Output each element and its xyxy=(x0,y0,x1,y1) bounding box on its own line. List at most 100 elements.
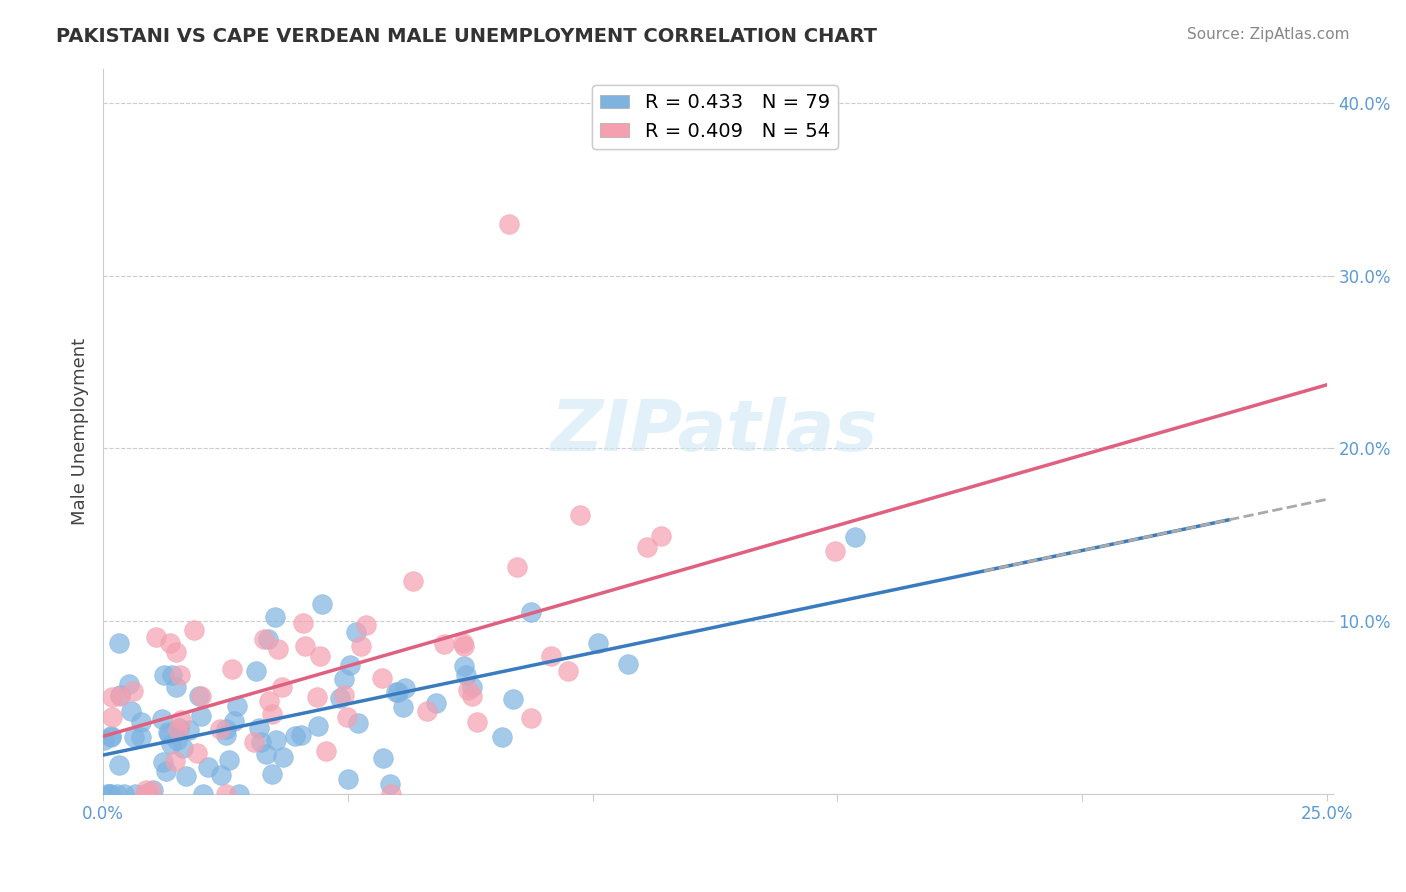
Pakistanis xyxy=(120,704,142,718)
Cape Verdeans xyxy=(354,617,377,632)
Pakistanis xyxy=(153,668,176,682)
Cape Verdeans xyxy=(165,754,187,768)
Cape Verdeans xyxy=(333,688,356,702)
Pakistanis xyxy=(218,753,240,767)
Cape Verdeans xyxy=(636,540,658,554)
Pakistanis xyxy=(260,766,283,780)
Pakistanis xyxy=(129,714,152,729)
Cape Verdeans xyxy=(453,639,475,653)
Cape Verdeans xyxy=(190,690,212,704)
Pakistanis xyxy=(142,782,165,797)
Pakistanis xyxy=(307,718,329,732)
Pakistanis xyxy=(378,777,401,791)
Pakistanis xyxy=(502,691,524,706)
Cape Verdeans xyxy=(650,529,672,543)
Pakistanis xyxy=(586,636,609,650)
Cape Verdeans xyxy=(183,624,205,638)
Cape Verdeans xyxy=(170,713,193,727)
Pakistanis xyxy=(174,769,197,783)
Pakistanis xyxy=(346,716,368,731)
Text: ZIPatlas: ZIPatlas xyxy=(551,397,879,466)
Cape Verdeans xyxy=(165,645,187,659)
Cape Verdeans xyxy=(186,747,208,761)
Pakistanis xyxy=(100,729,122,743)
Cape Verdeans xyxy=(134,787,156,801)
Cape Verdeans xyxy=(141,784,163,798)
Pakistanis xyxy=(177,723,200,737)
Pakistanis xyxy=(226,698,249,713)
Cape Verdeans xyxy=(315,744,337,758)
Cape Verdeans xyxy=(122,683,145,698)
Pakistanis xyxy=(96,787,118,801)
Pakistanis xyxy=(188,689,211,703)
Pakistanis xyxy=(135,787,157,801)
Pakistanis xyxy=(844,530,866,544)
Cape Verdeans xyxy=(169,668,191,682)
Pakistanis xyxy=(257,632,280,646)
Cape Verdeans xyxy=(336,710,359,724)
Pakistanis xyxy=(157,727,180,741)
Cape Verdeans xyxy=(520,711,543,725)
Pakistanis xyxy=(167,721,190,735)
Pakistanis xyxy=(387,685,409,699)
Pakistanis xyxy=(93,733,115,747)
Pakistanis xyxy=(172,741,194,756)
Cape Verdeans xyxy=(252,632,274,647)
Cape Verdeans xyxy=(380,787,402,801)
Cape Verdeans xyxy=(101,690,124,705)
Pakistanis xyxy=(385,685,408,699)
Pakistanis xyxy=(159,737,181,751)
Pakistanis xyxy=(124,787,146,801)
Cape Verdeans xyxy=(433,637,456,651)
Cape Verdeans xyxy=(569,508,592,523)
Pakistanis xyxy=(160,668,183,682)
Cape Verdeans xyxy=(402,574,425,588)
Pakistanis xyxy=(108,758,131,772)
Pakistanis xyxy=(247,721,270,735)
Pakistanis xyxy=(249,735,271,749)
Cape Verdeans xyxy=(208,722,231,736)
Cape Verdeans xyxy=(167,723,190,737)
Pakistanis xyxy=(108,688,131,702)
Pakistanis xyxy=(129,730,152,744)
Pakistanis xyxy=(122,731,145,745)
Pakistanis xyxy=(461,680,484,694)
Pakistanis xyxy=(98,787,121,801)
Legend: R = 0.433   N = 79, R = 0.409   N = 54: R = 0.433 N = 79, R = 0.409 N = 54 xyxy=(592,86,838,149)
Pakistanis xyxy=(333,673,356,687)
Cape Verdeans xyxy=(416,704,439,718)
Pakistanis xyxy=(245,664,267,678)
Pakistanis xyxy=(197,760,219,774)
Cape Verdeans xyxy=(267,641,290,656)
Pakistanis xyxy=(339,657,361,672)
Pakistanis xyxy=(264,610,287,624)
Cape Verdeans xyxy=(451,636,474,650)
Pakistanis xyxy=(156,725,179,739)
Cape Verdeans xyxy=(457,683,479,698)
Cape Verdeans xyxy=(257,694,280,708)
Cape Verdeans xyxy=(291,615,314,630)
Cape Verdeans xyxy=(271,680,294,694)
Pakistanis xyxy=(191,787,214,801)
Cape Verdeans xyxy=(506,560,529,574)
Cape Verdeans xyxy=(135,783,157,797)
Pakistanis xyxy=(394,681,416,695)
Pakistanis xyxy=(425,696,447,710)
Y-axis label: Male Unemployment: Male Unemployment xyxy=(72,337,89,524)
Cape Verdeans xyxy=(824,544,846,558)
Pakistanis xyxy=(266,732,288,747)
Cape Verdeans xyxy=(243,735,266,749)
Pakistanis xyxy=(118,677,141,691)
Cape Verdeans xyxy=(349,640,371,654)
Cape Verdeans xyxy=(260,706,283,721)
Cape Verdeans xyxy=(221,662,243,676)
Pakistanis xyxy=(456,668,478,682)
Pakistanis xyxy=(290,728,312,742)
Pakistanis xyxy=(166,732,188,747)
Pakistanis xyxy=(155,764,177,778)
Pakistanis xyxy=(228,787,250,801)
Cape Verdeans xyxy=(145,630,167,644)
Pakistanis xyxy=(215,722,238,736)
Text: PAKISTANI VS CAPE VERDEAN MALE UNEMPLOYMENT CORRELATION CHART: PAKISTANI VS CAPE VERDEAN MALE UNEMPLOYM… xyxy=(56,27,877,45)
Pakistanis xyxy=(152,755,174,769)
